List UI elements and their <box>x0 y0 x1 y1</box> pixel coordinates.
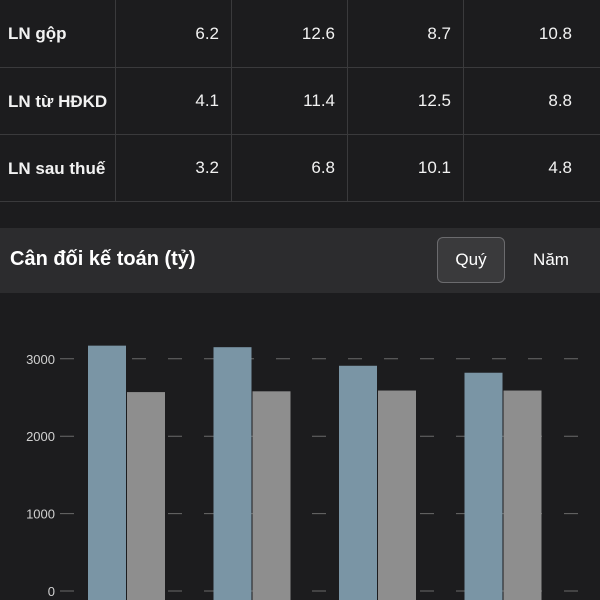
row-label: LN gộp <box>0 0 116 67</box>
row-value: 11.4 <box>232 68 348 134</box>
y-tick-label: 3000 <box>26 352 55 367</box>
row-value: 4.8 <box>548 158 572 177</box>
bar-series-1-item-0[interactable] <box>127 392 165 600</box>
bar-series-0-item-0[interactable] <box>88 345 126 600</box>
y-tick-label: 0 <box>48 584 55 599</box>
row-value: 8.8 <box>548 91 572 110</box>
bar-series-0-item-1[interactable] <box>213 347 252 600</box>
row-value: 4.1 <box>116 68 232 134</box>
y-tick-label: 1000 <box>26 507 55 522</box>
tab-year[interactable]: Năm <box>533 250 569 269</box>
bar-series-1-item-3[interactable] <box>503 390 542 600</box>
balance-bar-chart: 0 1000 2000 3000 <box>26 345 580 600</box>
row-value: 6.2 <box>116 0 232 67</box>
bar-series-0-item-2[interactable] <box>339 365 377 600</box>
row-label: LN sau thuế <box>0 135 116 201</box>
tab-quarter[interactable]: Quý <box>437 237 505 283</box>
row-label: LN từ HĐKD <box>0 68 116 134</box>
row-value: 10.1 <box>348 135 464 201</box>
section-title: Cân đối kế toán (tỷ) <box>10 248 196 270</box>
balance-section-header: Cân đối kế toán (tỷ) <box>0 228 600 293</box>
row-value: 12.6 <box>232 0 348 67</box>
bar-series-1-item-1[interactable] <box>252 391 291 600</box>
row-value: 3.2 <box>116 135 232 201</box>
row-value: 6.8 <box>232 135 348 201</box>
row-value: 12.5 <box>348 68 464 134</box>
table-row: LN từ HĐKD 4.1 11.4 12.5 8.8 <box>0 68 600 135</box>
y-tick-label: 2000 <box>26 429 55 444</box>
income-table: LN gộp 6.2 12.6 8.7 10.8 LN từ HĐKD 4.1 … <box>0 0 600 202</box>
bar-series-0-item-3[interactable] <box>464 372 503 600</box>
row-value: 8.7 <box>348 0 464 67</box>
table-row: LN sau thuế 3.2 6.8 10.1 4.8 <box>0 135 600 202</box>
table-row: LN gộp 6.2 12.6 8.7 10.8 <box>0 0 600 68</box>
bar-series-1-item-2[interactable] <box>378 390 416 600</box>
row-value: 10.8 <box>538 23 572 43</box>
